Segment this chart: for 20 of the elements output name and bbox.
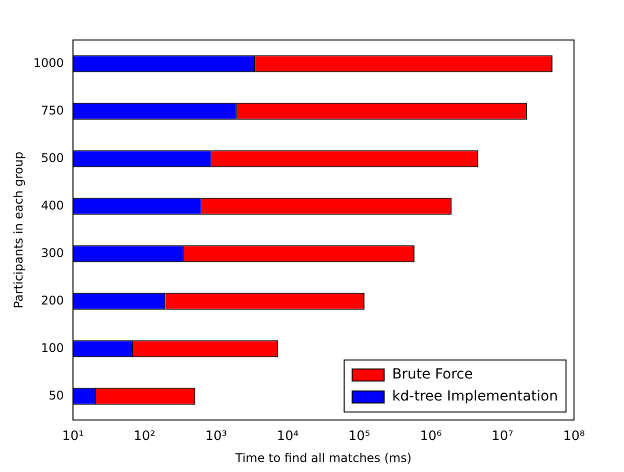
y-tick-label: 400 [41,198,64,212]
x-tick-label: 10⁶ [420,429,442,444]
x-tick-label: 10⁴ [276,429,299,444]
x-tick-label: 10⁵ [348,429,370,444]
x-tick-label: 10³ [205,429,227,444]
x-tick-label: 10⁷ [492,429,514,444]
y-tick-label: 1000 [33,56,64,70]
y-tick-label: 200 [41,293,64,308]
y-tick-label: 100 [41,340,64,355]
legend-label: kd-tree Implementation [392,388,558,405]
y-tick-label: 500 [41,150,64,165]
y-tick-label: 300 [41,246,64,260]
x-tick-label: 10¹ [62,429,84,444]
x-axis-title: Time to find all matches (ms) [234,450,412,465]
y-axis-title: Participants in each group [11,152,26,308]
legend-label: Brute Force [392,366,473,383]
x-tick-label: 10⁸ [563,429,585,444]
y-tick-label: 50 [48,388,64,402]
y-tick-label: 750 [41,103,64,118]
x-tick-label: 10² [134,429,156,444]
